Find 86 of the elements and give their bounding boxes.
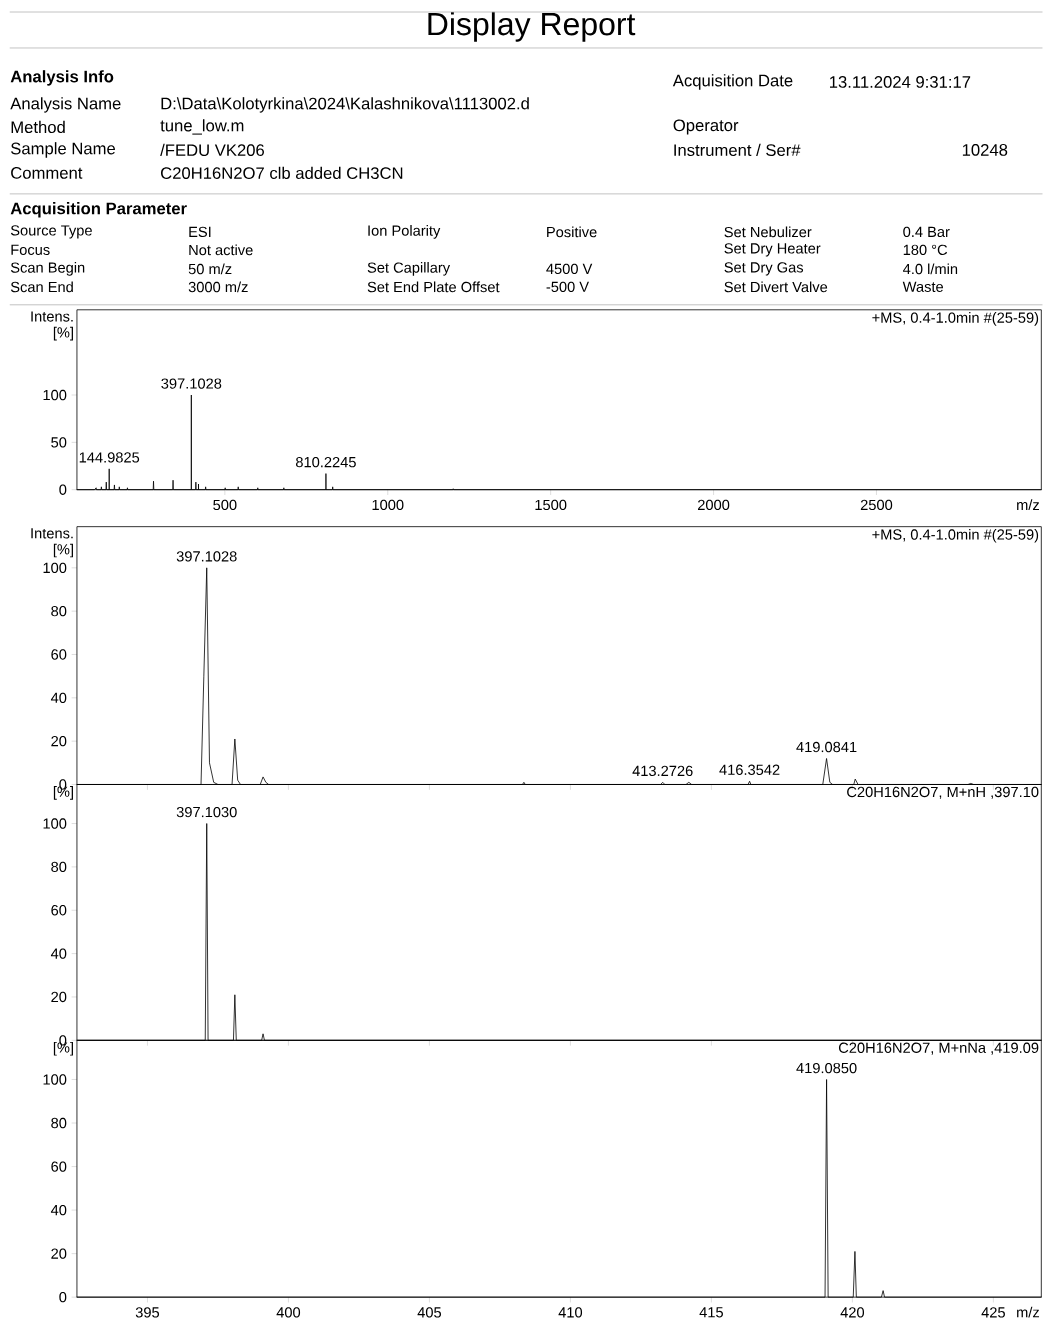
- x-axis-title: m/z: [1017, 1306, 1040, 1318]
- text: Acquisition Parameter: [10, 202, 187, 218]
- text: Acquisition Date: [673, 74, 793, 90]
- text: Analysis Name: [10, 97, 121, 113]
- chart-subtitle: C20H16N2O7, M+nH ,397.10: [847, 786, 1039, 799]
- x-tick-label: 395: [135, 1307, 160, 1318]
- y-tick-label: 100: [43, 818, 67, 829]
- text: Set Dry Heater: [724, 243, 821, 257]
- text: Not active: [189, 244, 253, 256]
- x-tick-label: 500: [213, 499, 237, 511]
- y-tick-label: 50: [51, 437, 67, 448]
- y-tick-label: 0: [59, 1291, 67, 1303]
- y-tick-label: 60: [51, 905, 67, 916]
- source-note: Source Type: [11, 225, 93, 239]
- x-axis-title: m/z: [1017, 499, 1040, 511]
- y-tick-label: 80: [51, 605, 67, 617]
- x-tick-label: 415: [699, 1307, 724, 1318]
- text: Scan End: [11, 281, 73, 293]
- text: 4.0 l/min: [903, 263, 958, 275]
- text: Comment: [11, 167, 83, 179]
- y-tick-label: 40: [51, 1204, 67, 1216]
- text: C20H16N2O7 clb added CH3CN: [161, 166, 403, 180]
- x-tick-label: 420: [840, 1307, 865, 1318]
- text: Set Nebulizer: [724, 226, 812, 238]
- text: 4500 V: [546, 263, 593, 275]
- text: Set Divert Valve: [724, 281, 828, 293]
- x-tick-label: 1000: [372, 499, 404, 511]
- y-axis-title: Intens. [%]: [31, 528, 74, 558]
- y-tick-label: 20: [51, 991, 67, 1003]
- y-tick-label: 40: [51, 692, 67, 704]
- y-tick-label: 100: [43, 562, 67, 574]
- text: tune_low.m: [160, 119, 244, 135]
- x-tick-label: 405: [417, 1307, 442, 1318]
- text: /FEDU VK206: [160, 143, 265, 157]
- y-tick-label: 40: [51, 948, 67, 959]
- text: 50 m/z: [188, 263, 232, 275]
- text: Display Report: [428, 11, 636, 42]
- text: Set End Plate Offset: [367, 281, 500, 293]
- x-tick-label: 2500: [861, 499, 893, 511]
- annotation: 419.0841: [796, 741, 857, 753]
- text: Focus: [11, 244, 50, 255]
- chart-subtitle: +MS, 0.4-1.0min #(25-59): [872, 312, 1039, 326]
- text: Set Capillary: [367, 262, 451, 276]
- chart-subtitle: +MS, 0.4-1.0min #(25-59): [872, 528, 1039, 543]
- y-tick-label: 20: [51, 1248, 67, 1259]
- text: Method: [11, 120, 65, 134]
- text: 0.4 Bar: [903, 226, 950, 238]
- y-axis-title: Intens. [%]: [31, 311, 74, 341]
- text: Set Dry Gas: [724, 262, 804, 276]
- text: ESI: [189, 226, 211, 238]
- text: Instrument / Ser#: [674, 143, 801, 157]
- annotation: 144.9825: [79, 452, 140, 463]
- text: Analysis Info: [10, 70, 114, 86]
- y-tick-label: 100: [43, 389, 67, 401]
- y-tick-label: 80: [51, 1117, 67, 1129]
- annotation: 413.2726: [632, 765, 693, 777]
- annotation: 416.3542: [719, 764, 780, 775]
- text: -500 V: [546, 281, 590, 293]
- text: Scan Begin: [11, 262, 85, 276]
- x-tick-label: 425: [981, 1307, 1006, 1318]
- annotation: 810.2245: [296, 456, 356, 468]
- text: 10248: [963, 144, 1008, 156]
- text: Operator: [673, 119, 739, 135]
- y-tick-label: 60: [51, 1161, 67, 1172]
- x-tick-label: 2000: [698, 499, 730, 511]
- text: D:\Data\Kolotyrkina\2024\Kalashnikova\1113002.d: [161, 97, 529, 113]
- y-tick-label: 100: [43, 1074, 67, 1085]
- y-tick-label: 20: [51, 735, 67, 747]
- text: Ion Polarity: [368, 225, 441, 239]
- y-tick-label: 60: [51, 649, 67, 660]
- annotation: 397.1030: [176, 806, 237, 818]
- text: 180 °C: [903, 244, 948, 256]
- y-tick-label: 0: [59, 484, 67, 495]
- x-tick-label: 1500: [535, 499, 567, 511]
- annotation: 397.1028: [161, 378, 222, 389]
- text: Waste: [902, 281, 944, 292]
- text: Positive: [547, 226, 597, 238]
- y-tick-label: 80: [51, 861, 67, 873]
- text: 3000 m/z: [188, 281, 248, 293]
- x-tick-label: 410: [558, 1307, 583, 1318]
- text: Sample Name: [11, 142, 116, 158]
- text: 13.11.2024 9:31:17: [830, 76, 971, 88]
- annotation: 397.1028: [176, 551, 237, 562]
- x-tick-label: 400: [276, 1307, 301, 1318]
- chart-subtitle: C20H16N2O7, M+nNa ,419.09: [839, 1042, 1039, 1055]
- annotation: 419.0850: [796, 1062, 857, 1074]
